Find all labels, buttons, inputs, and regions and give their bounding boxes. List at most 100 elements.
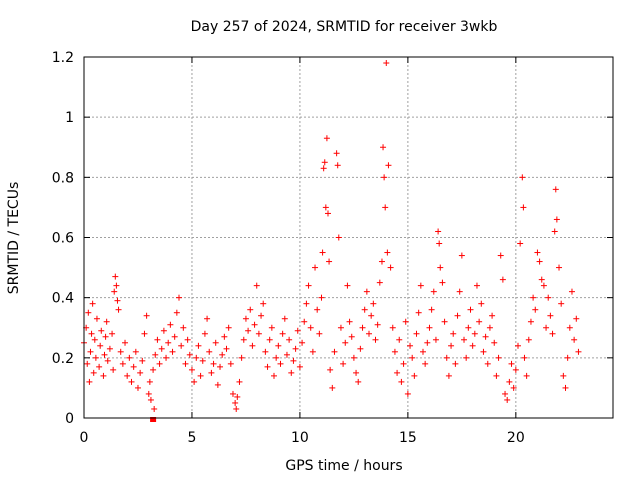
y-tick-label: 0.4 [52,291,74,307]
data-point [111,288,118,295]
data-point [324,210,331,217]
data-point [381,174,388,181]
axis-ticks [83,56,613,419]
data-point [115,306,122,313]
data-point [564,354,571,361]
data-point [340,360,347,367]
data-point [197,372,204,379]
data-point [147,396,154,403]
data-point [493,372,500,379]
data-point [532,306,539,313]
data-point [478,300,485,307]
data-point [103,318,110,325]
data-point [195,342,202,349]
data-point [411,372,418,379]
x-axis-label: GPS time / hours [285,458,402,474]
data-point [445,372,452,379]
data-point [556,264,563,271]
data-point [122,339,129,346]
data-point [491,339,498,346]
data-point [517,240,524,247]
data-point [335,234,342,241]
data-point [253,282,260,289]
data-point [452,360,459,367]
data-point [219,351,226,358]
data-point [510,384,517,391]
data-point [476,318,483,325]
data-point [217,363,224,370]
data-point [242,315,249,322]
data-point [139,357,146,364]
data-point [154,336,161,343]
data-point [227,360,234,367]
data-point [193,354,200,361]
data-point [463,354,470,361]
data-point [368,312,375,319]
data-point [208,369,215,376]
data-point [96,363,103,370]
data-point [247,306,254,313]
plot-frame [83,56,614,419]
data-point [307,324,314,331]
data-point [236,378,243,385]
data-point [97,342,104,349]
data-point [357,345,364,352]
data-point [221,333,228,340]
data-point [436,240,443,247]
data-point [435,228,442,235]
data-point [530,294,537,301]
data-point [206,348,213,355]
data-point [484,360,491,367]
data-point [303,300,310,307]
data-point [370,300,377,307]
data-point [134,384,141,391]
grid-lines [84,57,613,418]
data-point [321,159,328,166]
data-point [292,345,299,352]
data-point [439,279,446,286]
data-point [199,357,206,364]
data-point [521,354,528,361]
data-point [380,144,387,151]
y-tick-label: 0 [65,411,74,427]
data-point [424,339,431,346]
data-point [465,324,472,331]
data-point [314,306,321,313]
chart-title: Day 257 of 2024, SRMTID for receiver 3wk… [191,19,498,35]
data-point [146,378,153,385]
data-point [126,354,133,361]
data-point [562,384,569,391]
data-point [296,363,303,370]
data-point [552,186,559,193]
data-point [286,336,293,343]
y-tick-label: 1.2 [52,50,74,66]
data-point [482,333,489,340]
data-point [430,288,437,295]
data-point [186,351,193,358]
data-point [342,339,349,346]
data-point [322,204,329,211]
data-point [523,372,530,379]
data-point [88,330,95,337]
data-point [101,351,108,358]
x-tick-label: 20 [507,430,525,446]
data-point [240,336,247,343]
data-point [404,390,411,397]
data-point [173,309,180,316]
data-point [374,321,381,328]
data-point [178,342,185,349]
data-point [98,327,105,334]
data-point [534,249,541,256]
data-point [382,204,389,211]
data-point [167,321,174,328]
data-point [223,345,230,352]
data-point [337,324,344,331]
data-point [137,369,144,376]
data-point [301,318,308,325]
data-point [165,339,172,346]
data-point [514,342,521,349]
data-point [251,321,258,328]
data-point [355,378,362,385]
square-marker [150,417,157,422]
